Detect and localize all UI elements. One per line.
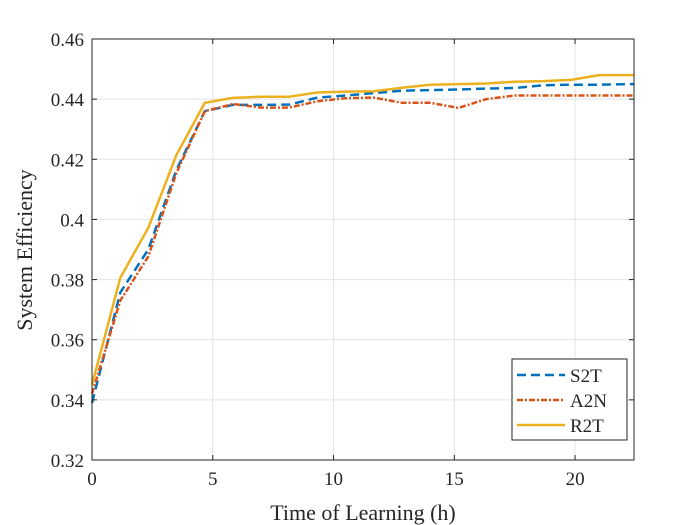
series-line-r2t [90, 73, 634, 386]
y-tick-label: 0.36 [51, 331, 84, 352]
y-tick-label: 0.42 [51, 150, 84, 171]
plot-frame [91, 38, 635, 461]
legend-label: A2N [570, 391, 607, 412]
ticks: 0 5 10 15 20 0.32 0.34 0.36 0.38 0.4 0.42 0.44 0.46 [51, 30, 634, 490]
x-tick-label: 15 [445, 469, 464, 490]
x-tick-label: 0 [87, 469, 97, 490]
y-tick-label: 0.32 [51, 451, 84, 472]
x-tick-label: 20 [566, 469, 585, 490]
y-tick-label: 0.4 [60, 210, 84, 231]
legend-label: S2T [570, 366, 602, 387]
series-lines [90, 73, 635, 404]
y-tick-label: 0.34 [51, 391, 85, 412]
x-tick-label: 5 [208, 469, 218, 490]
y-tick-label: 0.38 [51, 271, 84, 292]
legend-label: R2T [570, 416, 604, 437]
x-axis-label: Time of Learning (h) [270, 500, 456, 525]
y-axis-label: System Efficiency [12, 169, 37, 331]
legend: S2T A2N R2T [511, 358, 628, 441]
series-line-s2t [90, 82, 635, 404]
x-tick-label: 10 [324, 469, 343, 490]
y-tick-label: 0.46 [51, 30, 84, 51]
series-line-a2n [90, 94, 634, 395]
y-tick-label: 0.44 [51, 90, 85, 111]
